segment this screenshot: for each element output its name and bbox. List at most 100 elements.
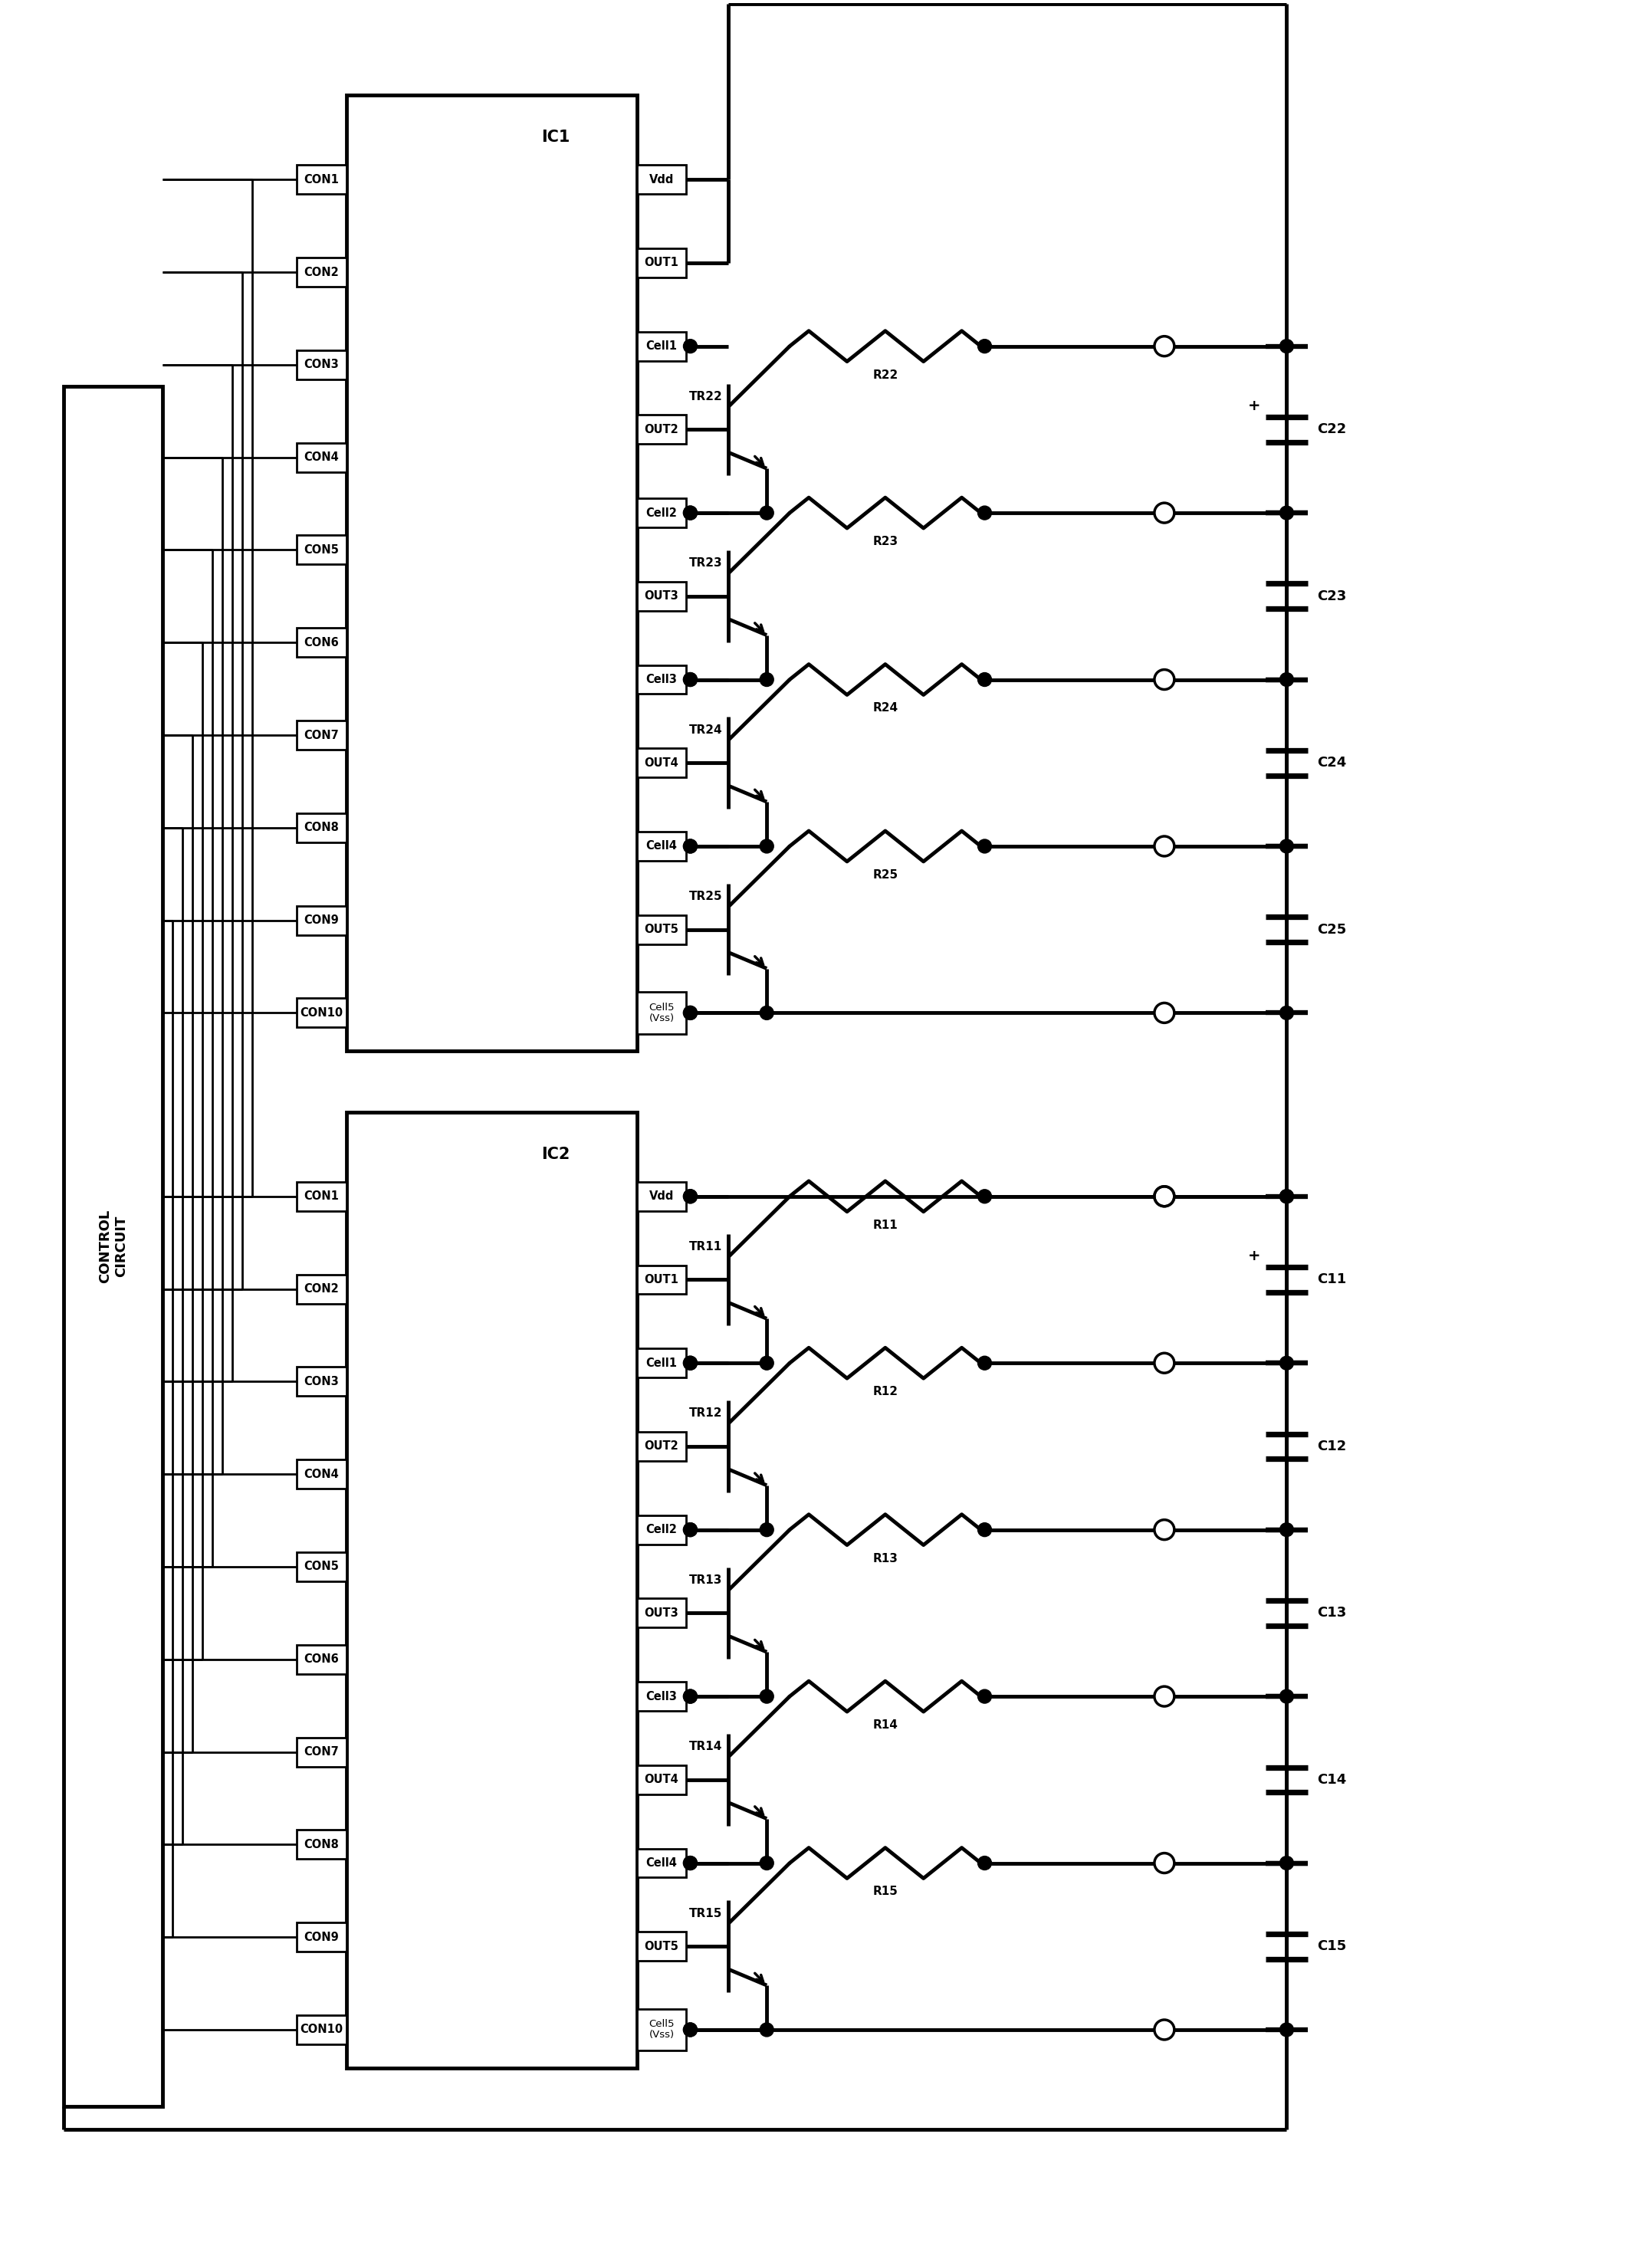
Text: OUT2: OUT2 xyxy=(644,1441,679,1452)
Bar xyxy=(636,991,687,1034)
Text: C25: C25 xyxy=(1317,923,1346,936)
Circle shape xyxy=(684,1522,697,1536)
Text: CON8: CON8 xyxy=(304,1839,339,1850)
Bar xyxy=(636,1516,687,1545)
Circle shape xyxy=(684,1690,697,1703)
Circle shape xyxy=(760,2022,773,2036)
Text: TR22: TR22 xyxy=(689,391,722,403)
Circle shape xyxy=(1280,1190,1294,1203)
Bar xyxy=(636,832,687,862)
Circle shape xyxy=(978,672,991,685)
Text: C14: C14 xyxy=(1317,1773,1346,1787)
Text: R23: R23 xyxy=(872,536,899,547)
Text: OUT3: OUT3 xyxy=(644,1608,679,1620)
Text: Cell2: Cell2 xyxy=(646,507,677,518)
Text: CONTROL
CIRCUIT: CONTROL CIRCUIT xyxy=(97,1210,127,1283)
Circle shape xyxy=(760,839,773,853)
Text: TR11: TR11 xyxy=(689,1242,722,1253)
Bar xyxy=(347,95,636,1052)
Text: OUT5: OUT5 xyxy=(644,1941,679,1952)
Bar xyxy=(296,1366,347,1396)
Bar xyxy=(296,351,347,380)
Bar xyxy=(296,536,347,566)
Text: IC1: IC1 xyxy=(542,129,570,145)
Text: TR25: TR25 xyxy=(689,891,722,903)
Circle shape xyxy=(1280,672,1294,685)
Text: +: + xyxy=(1247,398,1260,414)
Circle shape xyxy=(1155,502,1175,523)
Circle shape xyxy=(684,1007,697,1020)
Circle shape xyxy=(760,1357,773,1371)
Circle shape xyxy=(1155,670,1175,690)
Text: TR15: TR15 xyxy=(689,1907,722,1918)
Text: Cell1: Cell1 xyxy=(646,342,677,353)
Circle shape xyxy=(684,1357,697,1371)
Circle shape xyxy=(1155,1520,1175,1540)
Circle shape xyxy=(978,1690,991,1703)
Bar xyxy=(296,1923,347,1952)
Text: CON5: CON5 xyxy=(304,1561,339,1572)
Text: CON5: CON5 xyxy=(304,545,339,556)
Text: OUT3: OUT3 xyxy=(644,590,679,602)
Bar xyxy=(636,1683,687,1710)
Text: C13: C13 xyxy=(1317,1606,1346,1620)
Bar xyxy=(636,749,687,778)
Text: Cell5
(Vss): Cell5 (Vss) xyxy=(649,2020,674,2040)
Circle shape xyxy=(684,1007,697,1020)
Circle shape xyxy=(978,507,991,520)
Circle shape xyxy=(1280,1007,1294,1020)
Circle shape xyxy=(1155,1002,1175,1022)
Circle shape xyxy=(1155,1353,1175,1373)
Text: OUT4: OUT4 xyxy=(644,758,679,769)
Text: C23: C23 xyxy=(1317,590,1346,604)
Text: IC2: IC2 xyxy=(542,1147,570,1163)
Circle shape xyxy=(760,1007,773,1020)
Circle shape xyxy=(978,1857,991,1871)
Bar xyxy=(636,1848,687,1877)
Bar xyxy=(296,1737,347,1767)
Text: CON7: CON7 xyxy=(304,728,339,742)
Text: CON7: CON7 xyxy=(304,1746,339,1758)
Circle shape xyxy=(1155,2020,1175,2040)
Circle shape xyxy=(1155,1853,1175,1873)
Text: R13: R13 xyxy=(872,1552,897,1563)
Bar xyxy=(347,1113,636,2067)
Circle shape xyxy=(1280,1522,1294,1536)
Circle shape xyxy=(684,1190,697,1203)
Circle shape xyxy=(760,507,773,520)
Bar xyxy=(296,629,347,656)
Bar xyxy=(636,1764,687,1794)
Bar xyxy=(296,1181,347,1210)
Circle shape xyxy=(978,1190,991,1203)
Bar xyxy=(296,165,347,195)
Bar xyxy=(636,414,687,443)
Text: C22: C22 xyxy=(1317,423,1346,437)
Bar xyxy=(296,905,347,934)
Bar xyxy=(296,1274,347,1303)
Circle shape xyxy=(1280,1857,1294,1871)
Text: Cell4: Cell4 xyxy=(646,841,677,853)
Text: OUT1: OUT1 xyxy=(644,1274,679,1285)
Circle shape xyxy=(1280,1690,1294,1703)
Circle shape xyxy=(760,1857,773,1871)
Bar xyxy=(636,2009,687,2052)
Text: R12: R12 xyxy=(872,1387,899,1398)
Circle shape xyxy=(684,507,697,520)
Circle shape xyxy=(1155,837,1175,855)
Circle shape xyxy=(1280,2022,1294,2036)
Circle shape xyxy=(684,2022,697,2036)
Circle shape xyxy=(1280,1190,1294,1203)
Text: Vdd: Vdd xyxy=(649,174,674,185)
Text: C15: C15 xyxy=(1317,1939,1346,1954)
Text: CON10: CON10 xyxy=(301,1007,344,1018)
Text: CON4: CON4 xyxy=(304,1468,339,1479)
Text: TR14: TR14 xyxy=(689,1742,722,1753)
Text: CON3: CON3 xyxy=(304,1375,339,1387)
Text: TR24: TR24 xyxy=(689,724,722,735)
Circle shape xyxy=(1280,339,1294,353)
Text: R22: R22 xyxy=(872,369,899,380)
Bar xyxy=(296,722,347,749)
Bar xyxy=(296,1644,347,1674)
Circle shape xyxy=(684,1857,697,1871)
Text: Cell4: Cell4 xyxy=(646,1857,677,1868)
